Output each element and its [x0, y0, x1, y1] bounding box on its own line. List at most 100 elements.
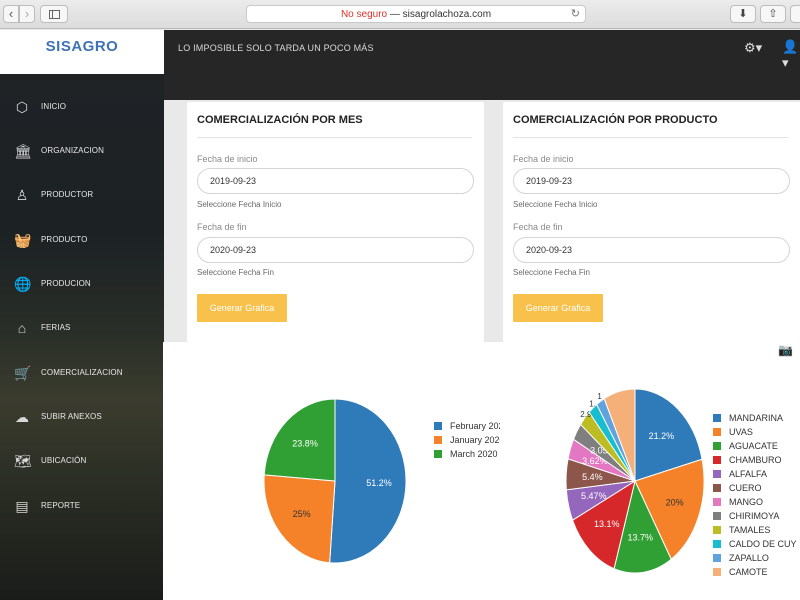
card-title: COMERCIALIZACIÓN POR PRODUCTO	[513, 114, 718, 126]
slice-label: 1	[597, 392, 602, 401]
gear-icon[interactable]: ⚙▾	[744, 40, 763, 55]
sidebar-item-ubicacion[interactable]: 🗺 UBICACIÓN	[0, 446, 164, 476]
pie-slice[interactable]	[613, 479, 672, 574]
legend-swatch[interactable]	[434, 422, 442, 430]
reload-icon[interactable]: ↻	[570, 8, 580, 20]
legend-item[interactable]: CAMOTE	[729, 567, 768, 577]
start-date-input[interactable]: 2019-09-23	[197, 168, 474, 194]
share-icon[interactable]: ⇧	[760, 5, 786, 23]
slice-label: 23.8%	[292, 439, 318, 449]
start-date-input[interactable]: 2019-09-23	[513, 168, 790, 194]
legend-swatch[interactable]	[713, 484, 721, 492]
camera-icon[interactable]: 📷	[778, 343, 793, 357]
pie-slice[interactable]	[571, 479, 636, 570]
slice-label: 5.4%	[582, 472, 603, 482]
sidebar-item-label: PRODUCTO	[41, 235, 88, 244]
sidebar-item-organizacion[interactable]: 🏛 ORGANIZACION	[0, 136, 164, 166]
start-date-label: Fecha de inicio	[197, 154, 258, 164]
legend-swatch[interactable]	[434, 450, 442, 458]
sidebar-item-label: INICIO	[41, 102, 67, 111]
cart-icon: 🛒	[14, 365, 32, 381]
sidebar-item-label: ORGANIZACION	[41, 146, 104, 155]
sidebar-item-productor[interactable]: ♙ PRODUCTOR	[0, 180, 164, 210]
legend-item[interactable]: February 2020	[450, 421, 509, 431]
pie-slice[interactable]	[329, 398, 407, 564]
sidebar-item-subir-anexos[interactable]: ☁ SUBIR ANEXOS	[0, 402, 164, 432]
sidebar-item-label: PRODUCION	[41, 279, 91, 288]
legend-swatch[interactable]	[713, 456, 721, 464]
pie-slice[interactable]	[263, 474, 336, 564]
legend-item[interactable]: MANGO	[729, 497, 763, 507]
store-icon: ⌂	[17, 320, 27, 336]
chart-panel-mes: 51.2% 25% 23.8% February 2020 January 2020 Ma…	[163, 342, 509, 600]
pie-chart-producto: 21.2% 20% 13.7% 13.1% 5.47% 5.4% 3.62%3.05 2.9 1…	[565, 388, 797, 577]
download-icon[interactable]: ⬇	[730, 5, 756, 23]
sidebar-item-inicio[interactable]: ⬡ INICIO	[0, 92, 164, 122]
end-date-input[interactable]: 2020-09-23	[197, 237, 474, 263]
legend-swatch[interactable]	[713, 442, 721, 450]
legend-swatch[interactable]	[713, 470, 721, 478]
legend-item[interactable]: MANDARINA	[729, 413, 783, 423]
end-date-input[interactable]: 2020-09-23	[513, 237, 790, 263]
legend-item[interactable]: ZAPALLO	[729, 553, 769, 563]
end-date-help: Seleccione Fecha Fin	[513, 268, 590, 277]
generate-chart-button[interactable]: Generar Grafica	[197, 294, 287, 322]
slice-label: 51.2%	[366, 478, 392, 488]
slice-label: 1.	[589, 399, 596, 408]
sidebar: ⬡ INICIO 🏛 ORGANIZACION ♙ PRODUCTOR 🧺 PR…	[0, 74, 164, 600]
slice-label: 2.9	[580, 410, 592, 419]
legend-item[interactable]: CHAMBURO	[729, 455, 782, 465]
url-host: sisagrolachoza.com	[402, 9, 492, 20]
legend-swatch[interactable]	[713, 498, 721, 506]
legend-swatch[interactable]	[713, 540, 721, 548]
divider	[197, 137, 472, 138]
tabs-icon[interactable]	[790, 5, 800, 23]
slice-label: 13.7%	[627, 533, 653, 543]
generate-chart-button[interactable]: Generar Grafica	[513, 294, 603, 322]
basket-icon: 🧺	[14, 232, 32, 248]
legend-item[interactable]: UVAS	[729, 427, 753, 437]
legend-item[interactable]: CUERO	[729, 483, 762, 493]
legend-swatch[interactable]	[713, 526, 721, 534]
legend-item[interactable]: CALDO DE CUY	[729, 539, 797, 549]
address-bar[interactable]: No seguro — sisagrolachoza.com ↻	[246, 5, 586, 23]
pie-slice[interactable]	[263, 398, 336, 482]
legend-item[interactable]: AGUACATE	[729, 441, 778, 451]
url-separator: —	[387, 9, 403, 20]
forward-icon[interactable]: ›	[19, 5, 35, 23]
sidebar-item-producion[interactable]: 🌐 PRODUCION	[0, 269, 164, 299]
start-date-help: Seleccione Fecha Inicio	[197, 200, 282, 209]
sidebar-toggle-icon[interactable]	[40, 5, 68, 23]
legend-item[interactable]: January 2020	[450, 435, 505, 445]
pie-slice[interactable]	[634, 388, 703, 482]
legend-item[interactable]: March 2020	[450, 449, 498, 459]
legend-item[interactable]: ALFALFA	[729, 469, 767, 479]
sidebar-item-reporte[interactable]: ▤ REPORTE	[0, 491, 164, 521]
slice-label: 21.2%	[649, 431, 675, 441]
legend-swatch[interactable]	[434, 436, 442, 444]
pie-slice[interactable]	[603, 388, 636, 482]
card-title: COMERCIALIZACIÓN POR MES	[197, 114, 363, 126]
globe-icon: 🌐	[14, 276, 32, 292]
sidebar-item-label: PRODUCTOR	[41, 190, 94, 199]
legend-swatch[interactable]	[713, 554, 721, 562]
pie-slice[interactable]	[634, 458, 705, 561]
legend-item[interactable]: TAMALES	[729, 525, 770, 535]
sidebar-item-ferias[interactable]: ⌂ FERIAS	[0, 313, 164, 343]
cube-icon: ⬡	[15, 99, 29, 115]
legend-swatch[interactable]	[713, 414, 721, 422]
back-icon[interactable]: ‹	[3, 5, 19, 23]
user-icon[interactable]: 👤▾	[782, 39, 799, 70]
legend-swatch[interactable]	[713, 428, 721, 436]
sidebar-item-comercializacion[interactable]: 🛒 COMERCIALIZACION	[0, 358, 164, 388]
slice-label: 3.62%	[582, 456, 608, 466]
tagline: LO IMPOSIBLE SOLO TARDA UN POCO MÁS	[178, 43, 374, 53]
sidebar-item-producto[interactable]: 🧺 PRODUCTO	[0, 225, 164, 255]
legend-item[interactable]: CHIRIMOYA	[729, 511, 779, 521]
slice-label: 3.05	[590, 445, 608, 455]
legend-swatch[interactable]	[713, 512, 721, 520]
chart-panel-producto: 21.2% 20% 13.7% 13.1% 5.47% 5.4% 3.62% 3.05 2.9 1…	[500, 342, 800, 600]
brand-logo[interactable]: SISAGRO	[45, 38, 119, 55]
card-comercializacion-producto: COMERCIALIZACIÓN POR PRODUCTO Fecha de i…	[503, 102, 800, 342]
legend-swatch[interactable]	[713, 568, 721, 576]
